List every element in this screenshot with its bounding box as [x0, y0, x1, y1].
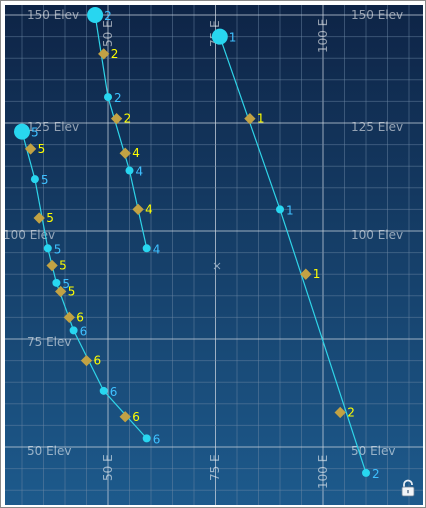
axis-labels: 150 Elev 150 Elev 125 Elev 125 Elev 100 …: [5, 8, 403, 489]
elev-label-150-right: 150 Elev: [351, 8, 403, 22]
marker-label: 4: [132, 146, 140, 160]
marker-label: 1: [313, 267, 321, 281]
trace-node[interactable]: [99, 386, 108, 395]
trace-node[interactable]: [125, 166, 134, 175]
marker-label: 4: [145, 202, 153, 216]
station-marker[interactable]: [334, 406, 346, 419]
marker-label: 6: [76, 310, 84, 324]
trace-start-node[interactable]: [87, 7, 104, 23]
elev-label-50-right: 50 Elev: [351, 444, 395, 458]
padlock-icon[interactable]: [399, 479, 417, 497]
east-label-50-top: 50 E: [101, 20, 115, 47]
node-label: 5: [54, 242, 62, 256]
marker-label: 5: [46, 211, 54, 225]
grid: [5, 5, 423, 505]
node-label: 6: [80, 324, 88, 338]
trace-node[interactable]: [362, 468, 370, 477]
station-marker[interactable]: [55, 285, 67, 298]
node-label: 2: [372, 467, 380, 481]
trace-start-node[interactable]: [211, 28, 228, 45]
elev-label-125: 125 Elev: [27, 120, 79, 134]
node-label: 5: [41, 173, 49, 187]
trace-node[interactable]: [52, 278, 61, 287]
node-label: 6: [110, 385, 118, 399]
east-label-75-bottom: 75 E: [208, 454, 222, 481]
trace-node[interactable]: [142, 434, 151, 443]
node-label: 1: [229, 31, 237, 45]
east-label-100-top: 100 E: [316, 19, 330, 53]
trace-node[interactable]: [43, 244, 52, 253]
elev-label-125-right: 125 Elev: [351, 120, 403, 134]
node-label: 5: [31, 126, 39, 140]
elev-label-100-right: 100 Elev: [351, 228, 403, 242]
station-marker[interactable]: [300, 268, 312, 280]
trace-node[interactable]: [276, 205, 284, 214]
east-label-50-bottom: 50 E: [101, 454, 115, 481]
origin-cross: [213, 262, 221, 270]
trace-node[interactable]: [104, 93, 112, 102]
marker-label: 1: [257, 112, 265, 126]
trace-node[interactable]: [69, 326, 78, 335]
trace-node[interactable]: [142, 244, 151, 253]
elev-label-50: 50 Elev: [27, 444, 71, 458]
node-label: 4: [136, 165, 144, 179]
station-marker[interactable]: [98, 48, 110, 60]
trace-node[interactable]: [30, 175, 39, 184]
canvas-background: [5, 5, 423, 505]
marker-label: 6: [94, 354, 102, 368]
station-marker[interactable]: [63, 311, 75, 324]
marker-label: 2: [124, 112, 132, 126]
node-label: 2: [114, 91, 122, 105]
station-marker[interactable]: [46, 259, 58, 272]
trace-1[interactable]: 1 1 2 1 1 2: [211, 28, 380, 481]
marker-label: 5: [68, 284, 76, 298]
elev-label-75: 75 Elev: [27, 335, 71, 349]
trace-start-node[interactable]: [14, 123, 30, 140]
station-marker[interactable]: [132, 203, 144, 216]
elev-label-100: 100 Elev: [5, 228, 55, 242]
node-label: 4: [153, 242, 161, 256]
node-label: 1: [286, 203, 294, 217]
marker-label: 2: [347, 405, 355, 419]
marker-label: 5: [59, 259, 67, 273]
node-label: 6: [153, 432, 161, 446]
section-canvas[interactable]: 150 Elev 150 Elev 125 Elev 125 Elev 100 …: [5, 5, 423, 505]
elev-label-150: 150 Elev: [27, 8, 79, 22]
marker-label: 5: [38, 142, 46, 156]
node-label: 2: [104, 9, 112, 23]
east-label-100-bottom: 100 E: [316, 455, 330, 489]
marker-label: 6: [132, 410, 140, 424]
marker-label: 2: [111, 47, 119, 61]
node-label: 5: [62, 277, 70, 291]
